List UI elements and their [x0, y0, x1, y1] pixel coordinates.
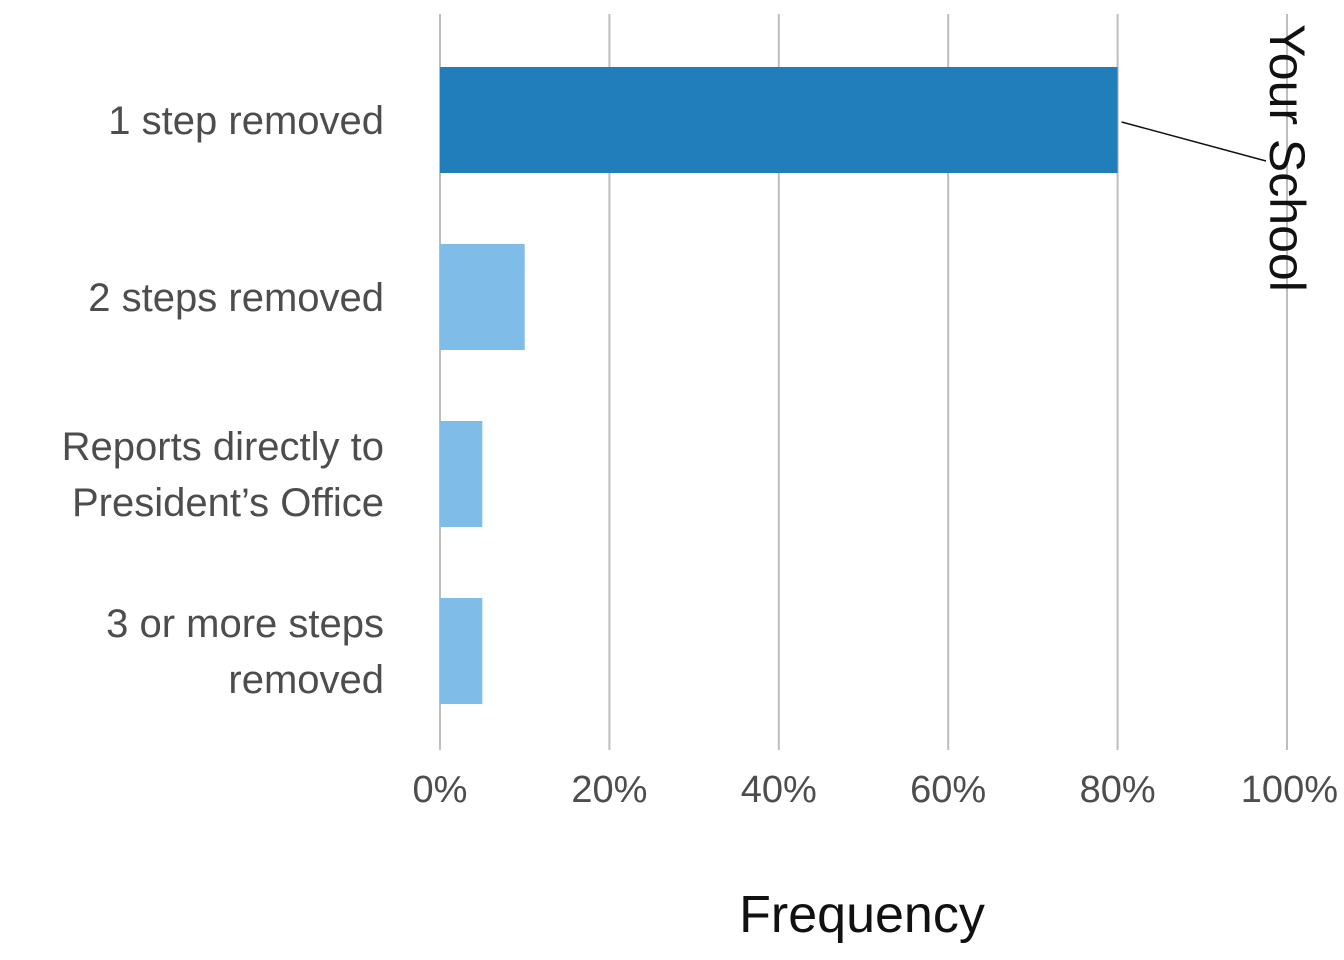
x-tick-label-1: 20% — [571, 769, 647, 811]
bars — [440, 67, 1118, 704]
x-tick-label-3: 60% — [910, 769, 986, 811]
bar-3 — [440, 598, 483, 704]
x-axis-title: Frequency — [739, 886, 985, 944]
category-label-line: President’s Office — [72, 481, 384, 525]
annotation-leader-line — [1121, 121, 1267, 162]
bar-2 — [440, 421, 483, 527]
category-label-line: 1 step removed — [108, 99, 384, 143]
annotation-label: Your School — [1259, 24, 1315, 292]
category-label-line: removed — [228, 658, 384, 702]
category-label-0: 1 step removed — [108, 99, 384, 143]
category-label-3: 3 or more steps removed — [106, 602, 384, 702]
category-label-1: 2 steps removed — [88, 276, 384, 320]
x-tick-labels: 0% 20% 40% 60% 80% 100% — [413, 769, 1338, 811]
category-label-line: Reports directly to — [62, 425, 384, 469]
x-tick-label-4: 80% — [1080, 769, 1156, 811]
x-tick-label-0: 0% — [413, 769, 468, 811]
x-tick-label-2: 40% — [741, 769, 817, 811]
bar-1 — [440, 244, 525, 350]
category-label-line: 3 or more steps — [106, 602, 384, 646]
category-label-line: 2 steps removed — [88, 276, 384, 320]
x-tick-label-5: 100% — [1241, 769, 1338, 811]
bar-0 — [440, 67, 1118, 173]
category-labels: 1 step removed 2 steps removed Reports dir… — [62, 99, 384, 702]
category-label-2: Reports directly to President’s Office — [62, 425, 384, 525]
highlight-annotation: Your School — [1121, 24, 1315, 292]
